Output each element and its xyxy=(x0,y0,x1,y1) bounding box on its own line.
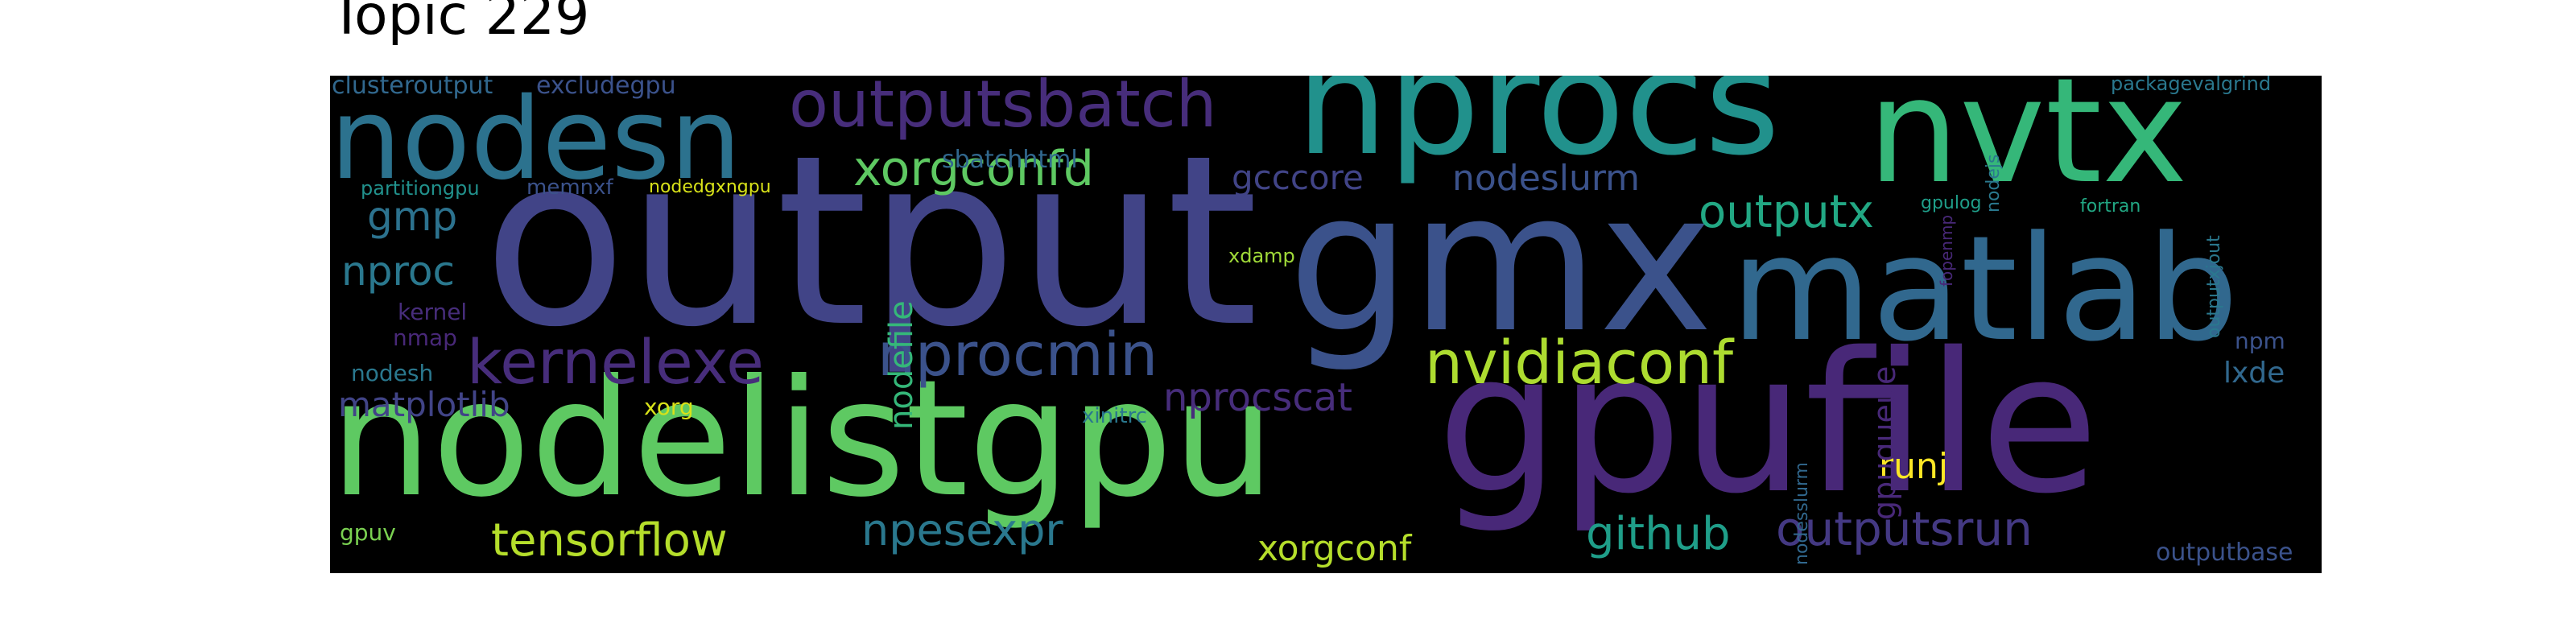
word-outputsbatch: outputsbatch xyxy=(789,76,1217,142)
word-sbatchhtml: sbatchhtml xyxy=(942,146,1078,174)
word-outputsrun: outputsrun xyxy=(1776,502,2033,556)
word-gmp: gmp xyxy=(367,193,458,240)
word-outputx: outputx xyxy=(1699,186,1874,238)
word-nodelistgpu: nodelistgpu xyxy=(330,345,1275,533)
word-nodesslurm: nodesslurm xyxy=(1792,462,1812,565)
word-nprocs: nprocs xyxy=(1296,76,1781,188)
word-github: github xyxy=(1586,508,1731,560)
word-nprocmin: nprocmin xyxy=(877,320,1158,390)
word-npesexpr: npesexpr xyxy=(861,505,1063,555)
word-runj: runj xyxy=(1879,446,1949,487)
word-fopenmp: fopenmp xyxy=(1937,214,1956,287)
word-outputbase: outputbase xyxy=(2156,539,2293,567)
word-nmap: nmap xyxy=(393,324,457,351)
word-kernel: kernel xyxy=(398,299,468,325)
word-output: output xyxy=(483,105,1259,378)
word-xorg: xorg xyxy=(644,394,694,420)
word-nodesn: nodesn xyxy=(330,76,742,205)
word-memnxf: memnxf xyxy=(526,175,613,200)
word-nodefile: nodefile xyxy=(883,300,920,430)
word-xorgconfd: xorgconfd xyxy=(853,141,1095,197)
word-xorgconf: xorgconf xyxy=(1257,528,1412,569)
page-title: Topic 229 xyxy=(330,0,590,47)
word-nvidiaconf: nvidiaconf xyxy=(1425,328,1734,398)
word-clusteroutput: clusteroutput xyxy=(332,76,493,100)
word-nprocscat: nprocscat xyxy=(1163,375,1352,420)
word-matlab: matlab xyxy=(1731,205,2239,374)
word-packagevalgrind: packagevalgrind xyxy=(2111,76,2272,95)
word-matplotlib: matplotlib xyxy=(338,385,510,424)
word-nproc: nproc xyxy=(341,248,455,295)
word-gmx: gmx xyxy=(1288,150,1714,375)
word-partitiongpu: partitiongpu xyxy=(361,177,480,200)
word-fortran: fortran xyxy=(2080,196,2141,217)
word-cloud: output gpufile nodelistgpu gmx nprocs matlab n… xyxy=(330,76,2322,573)
word-lxde: lxde xyxy=(2223,357,2285,390)
word-outputxjout: outputxjout xyxy=(2204,235,2224,338)
word-kernelexe: kernelexe xyxy=(467,326,764,398)
word-excludegpu: excludegpu xyxy=(536,76,676,100)
word-gcccore: gcccore xyxy=(1232,158,1364,197)
word-nodedgxngpu: nodedgxngpu xyxy=(649,177,771,197)
word-gpuqueue: gpuqueue xyxy=(1867,365,1902,520)
word-nodeslurm: nodeslurm xyxy=(1452,158,1641,199)
word-npm: npm xyxy=(2235,328,2285,354)
word-tensorflow: tensorflow xyxy=(491,514,728,567)
word-gpufile: gpufile xyxy=(1437,311,2099,536)
word-nodesh: nodesh xyxy=(351,360,434,386)
word-nvtx: nvtx xyxy=(1868,76,2188,216)
word-nodejs: nodejs xyxy=(1984,154,2004,213)
word-gpuv: gpuv xyxy=(340,519,396,546)
word-xdamp: xdamp xyxy=(1228,245,1295,267)
word-gpulog: gpulog xyxy=(1921,193,1982,213)
word-xinitrc: xinitrc xyxy=(1082,404,1147,428)
